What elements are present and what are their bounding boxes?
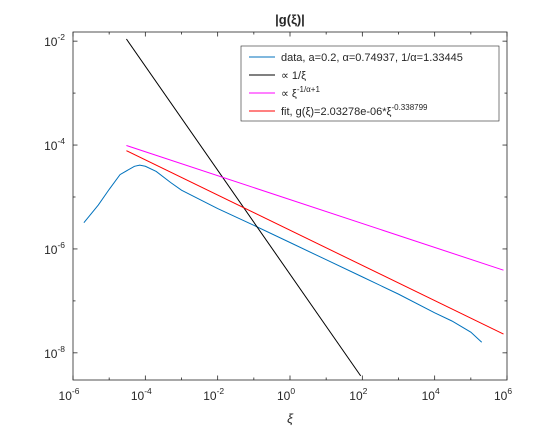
x-tick-label: 106 (494, 386, 512, 403)
series-layer (83, 38, 504, 377)
x-tick-label: 10-6 (59, 386, 80, 403)
chart-title: |g(ξ)| (275, 12, 305, 27)
legend: data, a=0.2, α=0.74937, 1/α=1.33445 ∝ 1/ξ… (240, 45, 500, 122)
y-tick-label: 10-4 (44, 136, 65, 153)
legend-label-4: fit, g(ξ)=2.03278e-06*ξ-0.338799 (281, 103, 428, 118)
x-tick-label: 10-4 (131, 386, 152, 403)
x-tick-label: 102 (349, 386, 367, 403)
x-tick-label: 10-2 (203, 386, 224, 403)
legend-label-2: ∝ 1/ξ (281, 70, 306, 82)
x-tick-label: 100 (277, 386, 295, 403)
legend-label-3: ∝ ξ-1/α+1 (281, 85, 320, 100)
x-tick-label: 104 (422, 386, 440, 403)
x-axis-label: ξ (287, 411, 294, 426)
ticks-layer: 10-6 10-4 10-2 100 102 104 106 10-8 10-6 10-4 10-2 (44, 32, 512, 403)
series-line-1 (83, 164, 483, 343)
legend-label-1: data, a=0.2, α=0.74937, 1/α=1.33445 (281, 52, 463, 64)
series-line-4 (126, 150, 504, 335)
legend-box (240, 45, 500, 122)
y-tick-label: 10-8 (44, 344, 65, 361)
y-tick-label: 10-2 (44, 32, 65, 49)
series-line-3 (126, 145, 504, 271)
y-tick-label: 10-6 (44, 240, 65, 257)
